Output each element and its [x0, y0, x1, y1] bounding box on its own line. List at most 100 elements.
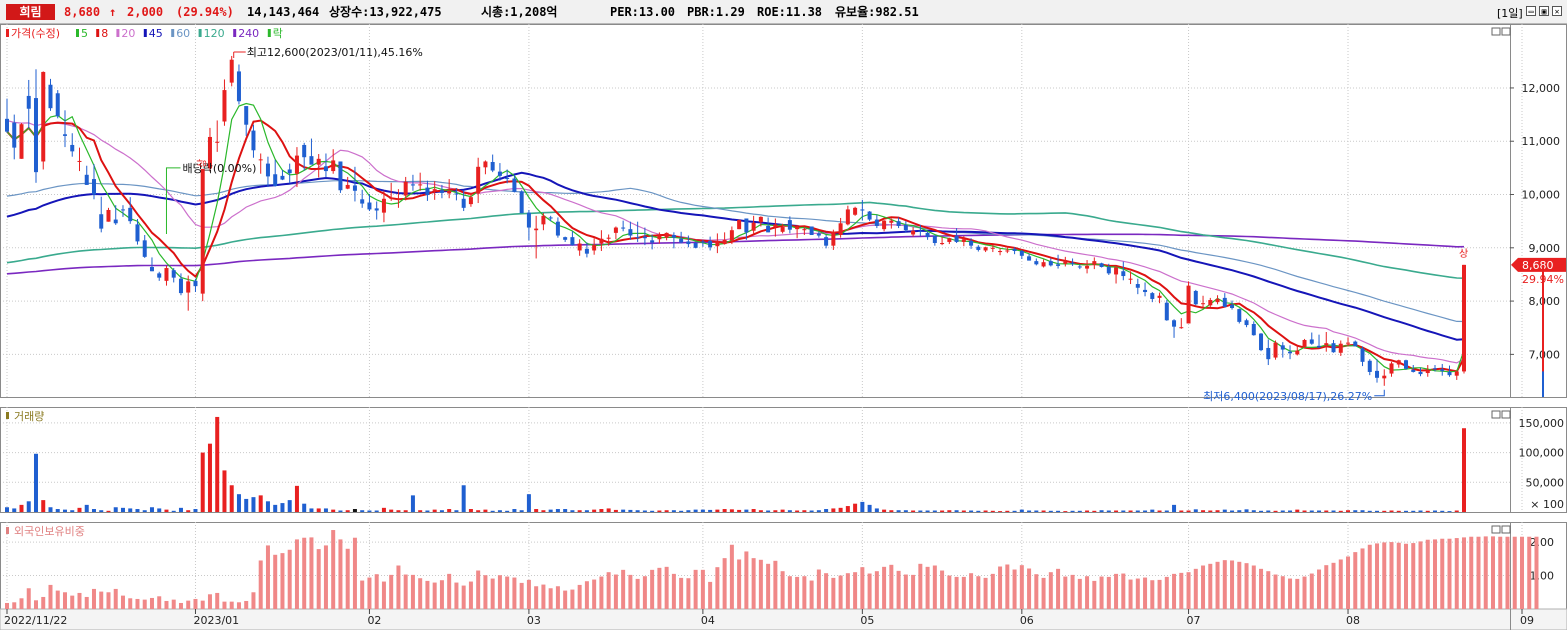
candle-body[interactable] [273, 174, 278, 186]
volume-bar[interactable] [1331, 510, 1336, 512]
volume-bar[interactable] [947, 510, 952, 512]
candle-body[interactable] [338, 161, 343, 191]
foreign-ratio-bar[interactable] [664, 566, 669, 609]
foreign-ratio-bar[interactable] [91, 588, 96, 609]
foreign-ratio-bar[interactable] [244, 600, 249, 609]
foreign-ratio-bar[interactable] [1382, 542, 1387, 609]
volume-bar[interactable] [323, 508, 328, 512]
candle-body[interactable] [418, 184, 423, 186]
volume-bar[interactable] [722, 509, 727, 512]
volume-bar[interactable] [1135, 510, 1140, 512]
candle-body[interactable] [483, 161, 488, 168]
volume-bar[interactable] [599, 509, 604, 512]
candle-body[interactable] [751, 222, 756, 231]
volume-bar[interactable] [352, 509, 357, 512]
foreign-ratio-bar[interactable] [142, 599, 147, 609]
candle-body[interactable] [766, 225, 771, 233]
volume-bar[interactable] [113, 507, 118, 512]
volume-bar[interactable] [737, 509, 742, 512]
candle-body[interactable] [570, 237, 575, 246]
candle-body[interactable] [374, 208, 379, 211]
foreign-ratio-bar[interactable] [983, 577, 988, 609]
candle-body[interactable] [1157, 295, 1162, 298]
volume-bar[interactable] [128, 508, 133, 512]
candle-body[interactable] [48, 84, 53, 109]
candle-body[interactable] [1346, 342, 1351, 344]
candle-body[interactable] [323, 166, 328, 172]
candle-body[interactable] [280, 175, 285, 180]
candle-body[interactable] [193, 280, 198, 287]
foreign-ratio-bar[interactable] [795, 576, 800, 609]
volume-bar[interactable] [824, 509, 829, 512]
candle-body[interactable] [1317, 345, 1322, 348]
foreign-ratio-bar[interactable] [563, 590, 568, 609]
foreign-ratio-bar[interactable] [12, 602, 17, 609]
volume-bar[interactable] [1353, 510, 1358, 512]
foreign-ratio-bar[interactable] [1034, 574, 1039, 609]
volume-bar[interactable] [1208, 510, 1213, 512]
candle-body[interactable] [831, 231, 836, 246]
stock-chart[interactable]: 12,000 11,000 10,000 9,000 8,000 7,000 150,000… [0, 24, 1567, 630]
foreign-ratio-bar[interactable] [1512, 536, 1517, 609]
candle-body[interactable] [244, 106, 249, 125]
foreign-ratio-bar[interactable] [120, 595, 125, 609]
foreign-ratio-bar[interactable] [403, 574, 408, 609]
candle-body[interactable] [838, 223, 843, 236]
candle-body[interactable] [1404, 360, 1409, 369]
foreign-ratio-bar[interactable] [258, 560, 263, 609]
candle-body[interactable] [1295, 350, 1300, 355]
foreign-ratio-bar[interactable] [229, 601, 234, 609]
foreign-ratio-bar[interactable] [577, 584, 582, 609]
candle-body[interactable] [1418, 371, 1423, 375]
volume-bar[interactable] [178, 507, 183, 512]
foreign-ratio-bar[interactable] [396, 565, 401, 610]
volume-bar[interactable] [1462, 428, 1466, 512]
volume-bar[interactable] [360, 510, 365, 512]
volume-bar[interactable] [389, 509, 394, 512]
volume-bar[interactable] [497, 510, 502, 512]
volume-bar[interactable] [1302, 510, 1307, 512]
candle-body[interactable] [758, 216, 763, 223]
foreign-ratio-bar[interactable] [1302, 576, 1307, 609]
foreign-ratio-bar[interactable] [1295, 578, 1300, 609]
foreign-ratio-bar[interactable] [1157, 579, 1162, 609]
candle-body[interactable] [1230, 304, 1235, 309]
foreign-ratio-bar[interactable] [381, 581, 386, 609]
candle-body[interactable] [142, 240, 147, 257]
foreign-ratio-bar[interactable] [918, 563, 923, 609]
candle-body[interactable] [1382, 375, 1387, 379]
foreign-ratio-bar[interactable] [882, 566, 887, 609]
candle-body[interactable] [1027, 256, 1032, 261]
candle-body[interactable] [287, 169, 292, 174]
foreign-ratio-bar[interactable] [1404, 543, 1409, 609]
volume-bar[interactable] [302, 503, 307, 512]
legend-item[interactable]: 가격(수정) [11, 27, 60, 40]
volume-bar[interactable] [439, 510, 444, 512]
foreign-ratio-bar[interactable] [1367, 544, 1372, 609]
candle-body[interactable] [1280, 345, 1285, 350]
legend-item[interactable]: 60 [176, 27, 190, 40]
candle-body[interactable] [628, 229, 633, 236]
candle-body[interactable] [468, 197, 473, 205]
volume-bar[interactable] [1375, 510, 1380, 512]
volume-bar[interactable] [1324, 510, 1329, 512]
candle-body[interactable] [1128, 278, 1133, 280]
volume-bar[interactable] [1186, 510, 1191, 512]
candle-body[interactable] [737, 220, 742, 230]
foreign-ratio-bar[interactable] [1476, 536, 1481, 609]
foreign-ratio-bar[interactable] [853, 572, 858, 609]
candle-body[interactable] [5, 118, 9, 132]
volume-bar[interactable] [48, 507, 53, 512]
candle-body[interactable] [84, 174, 89, 185]
foreign-ratio-bar[interactable] [932, 565, 937, 610]
foreign-ratio-bar[interactable] [178, 602, 183, 609]
volume-bar[interactable] [410, 495, 415, 512]
candle-body[interactable] [1056, 264, 1061, 266]
volume-bar[interactable] [679, 510, 684, 512]
candle-body[interactable] [787, 220, 792, 230]
candle-body[interactable] [606, 237, 611, 239]
foreign-ratio-bar[interactable] [534, 586, 539, 609]
volume-bar[interactable] [1251, 510, 1256, 512]
foreign-ratio-bar[interactable] [729, 544, 734, 609]
foreign-ratio-bar[interactable] [1186, 572, 1191, 609]
